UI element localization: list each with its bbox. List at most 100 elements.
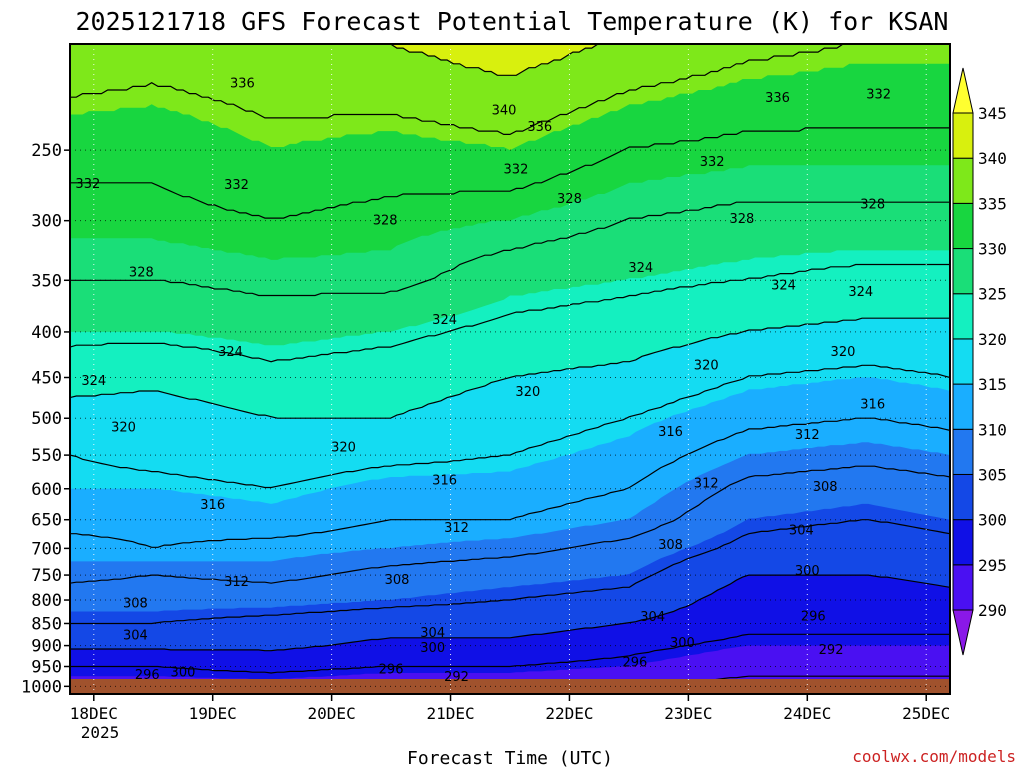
contour-label: 320 [331, 441, 356, 456]
colorbar-segment [952, 473, 974, 521]
colorbar-label: 290 [978, 601, 1007, 620]
plot-frame [69, 43, 951, 695]
colorbar-label: 295 [978, 556, 1007, 575]
contour-label: 296 [622, 656, 647, 671]
contour-label: 328 [557, 192, 582, 207]
contour-label: 328 [729, 212, 754, 227]
colorbar-label: 330 [978, 240, 1007, 259]
contour-label: 308 [658, 538, 683, 553]
colorbar-segment [952, 202, 974, 250]
colorbar-segment [952, 338, 974, 385]
y-tick-label: 350 [31, 271, 62, 291]
contour-line-300 [70, 574, 950, 652]
y-tick-label: 550 [31, 446, 62, 466]
contour-label: 320 [111, 421, 136, 436]
contour-label: 304 [640, 610, 665, 625]
y-tick-label: 950 [31, 658, 62, 678]
x-axis-year: 2025 [81, 723, 120, 742]
y-tick-label: 300 [31, 212, 62, 232]
contour-line-292 [70, 675, 950, 694]
contour-label: 324 [218, 345, 243, 360]
contour-label: 308 [123, 596, 148, 611]
x-tick-label: 24DEC [783, 704, 831, 723]
contour-label: 320 [694, 358, 719, 373]
contour-line-328 [70, 201, 950, 297]
colorbar-segment [952, 112, 974, 159]
y-tick-label: 850 [31, 614, 62, 634]
colorbar: 290 295 300 305 310 315 320 325 330 335 340 345 [952, 67, 1007, 656]
colorbar-label: 310 [978, 420, 1007, 439]
contour-label: 296 [135, 668, 160, 683]
x-tick-label: 18DEC [70, 704, 118, 723]
contour-label: 332 [866, 88, 891, 103]
colorbar-label: 335 [978, 194, 1007, 213]
contour-label: 324 [771, 279, 796, 294]
contour-label: 324 [432, 313, 457, 328]
colorbar-segment [952, 519, 974, 566]
colorbar-label: 340 [978, 149, 1007, 168]
y-tick-label: 400 [31, 323, 62, 343]
y-tick-label: 900 [31, 637, 62, 657]
colorbar-segment [952, 293, 974, 340]
colorbar-max-arrow [952, 67, 974, 114]
contour-label: 312 [444, 521, 469, 536]
y-tick-label: 800 [31, 591, 62, 611]
contour-label: 328 [860, 198, 885, 213]
x-tick-label: 19DEC [189, 704, 237, 723]
x-tick-label: 25DEC [902, 704, 950, 723]
contour-line-308 [70, 465, 950, 584]
colorbar-segment [952, 248, 974, 295]
x-axis-label: Forecast Time (UTC) [407, 748, 613, 768]
contour-label: 336 [765, 91, 790, 106]
contour-line-332 [70, 127, 950, 219]
contour-label: 336 [230, 77, 255, 92]
contour-label: 340 [492, 103, 517, 118]
colorbar-min-arrow [952, 609, 974, 656]
theta-band-335 [70, 44, 950, 151]
x-tick-label: 21DEC [426, 704, 474, 723]
colorbar-segment [952, 564, 974, 611]
contour-label: 312 [795, 428, 820, 443]
y-tick-label: 250 [31, 141, 62, 161]
x-tick-label: 20DEC [308, 704, 356, 723]
contour-label: 316 [432, 474, 457, 489]
contour-label: 300 [171, 665, 196, 680]
colorbar-label: 300 [978, 511, 1007, 530]
colorbar-segment [952, 157, 974, 204]
contour-label: 336 [527, 120, 552, 135]
contour-label: 316 [200, 498, 225, 513]
colorbar-segment [952, 428, 974, 475]
y-tick-label: 450 [31, 368, 62, 388]
contour-label: 320 [515, 385, 540, 400]
y-tick-label: 750 [31, 566, 62, 586]
contour-label: 308 [813, 480, 838, 495]
contour-label: 316 [658, 425, 683, 440]
contour-line-340 [70, 44, 950, 76]
contour-line-336 [70, 44, 950, 135]
contour-label: 296 [801, 610, 826, 625]
colorbar-label: 325 [978, 285, 1007, 304]
colorbar-label: 345 [978, 104, 1007, 123]
y-tick-label: 700 [31, 539, 62, 559]
colorbar-label: 315 [978, 375, 1007, 394]
contour-label: 292 [444, 670, 469, 685]
contour-label: 328 [373, 213, 398, 228]
contour-label: 304 [420, 626, 445, 641]
grid-lines [70, 44, 950, 694]
credit-link[interactable]: coolwx.com/models [852, 747, 1016, 766]
contour-label: 312 [224, 575, 249, 590]
contour-label: 320 [831, 345, 856, 360]
y-tick-label: 600 [31, 480, 62, 500]
colorbar-label: 305 [978, 465, 1007, 484]
filled-contour-field [70, 44, 950, 694]
contour-label: 332 [504, 162, 529, 177]
y-tick-label: 500 [31, 409, 62, 429]
theta-band-340 [70, 44, 950, 76]
contour-label: 304 [789, 524, 814, 539]
colorbar-segment [952, 383, 974, 430]
contour-label: 324 [81, 374, 106, 389]
contour-label: 332 [700, 155, 725, 170]
y-tick-label: 650 [31, 511, 62, 531]
contour-label: 324 [848, 285, 873, 300]
